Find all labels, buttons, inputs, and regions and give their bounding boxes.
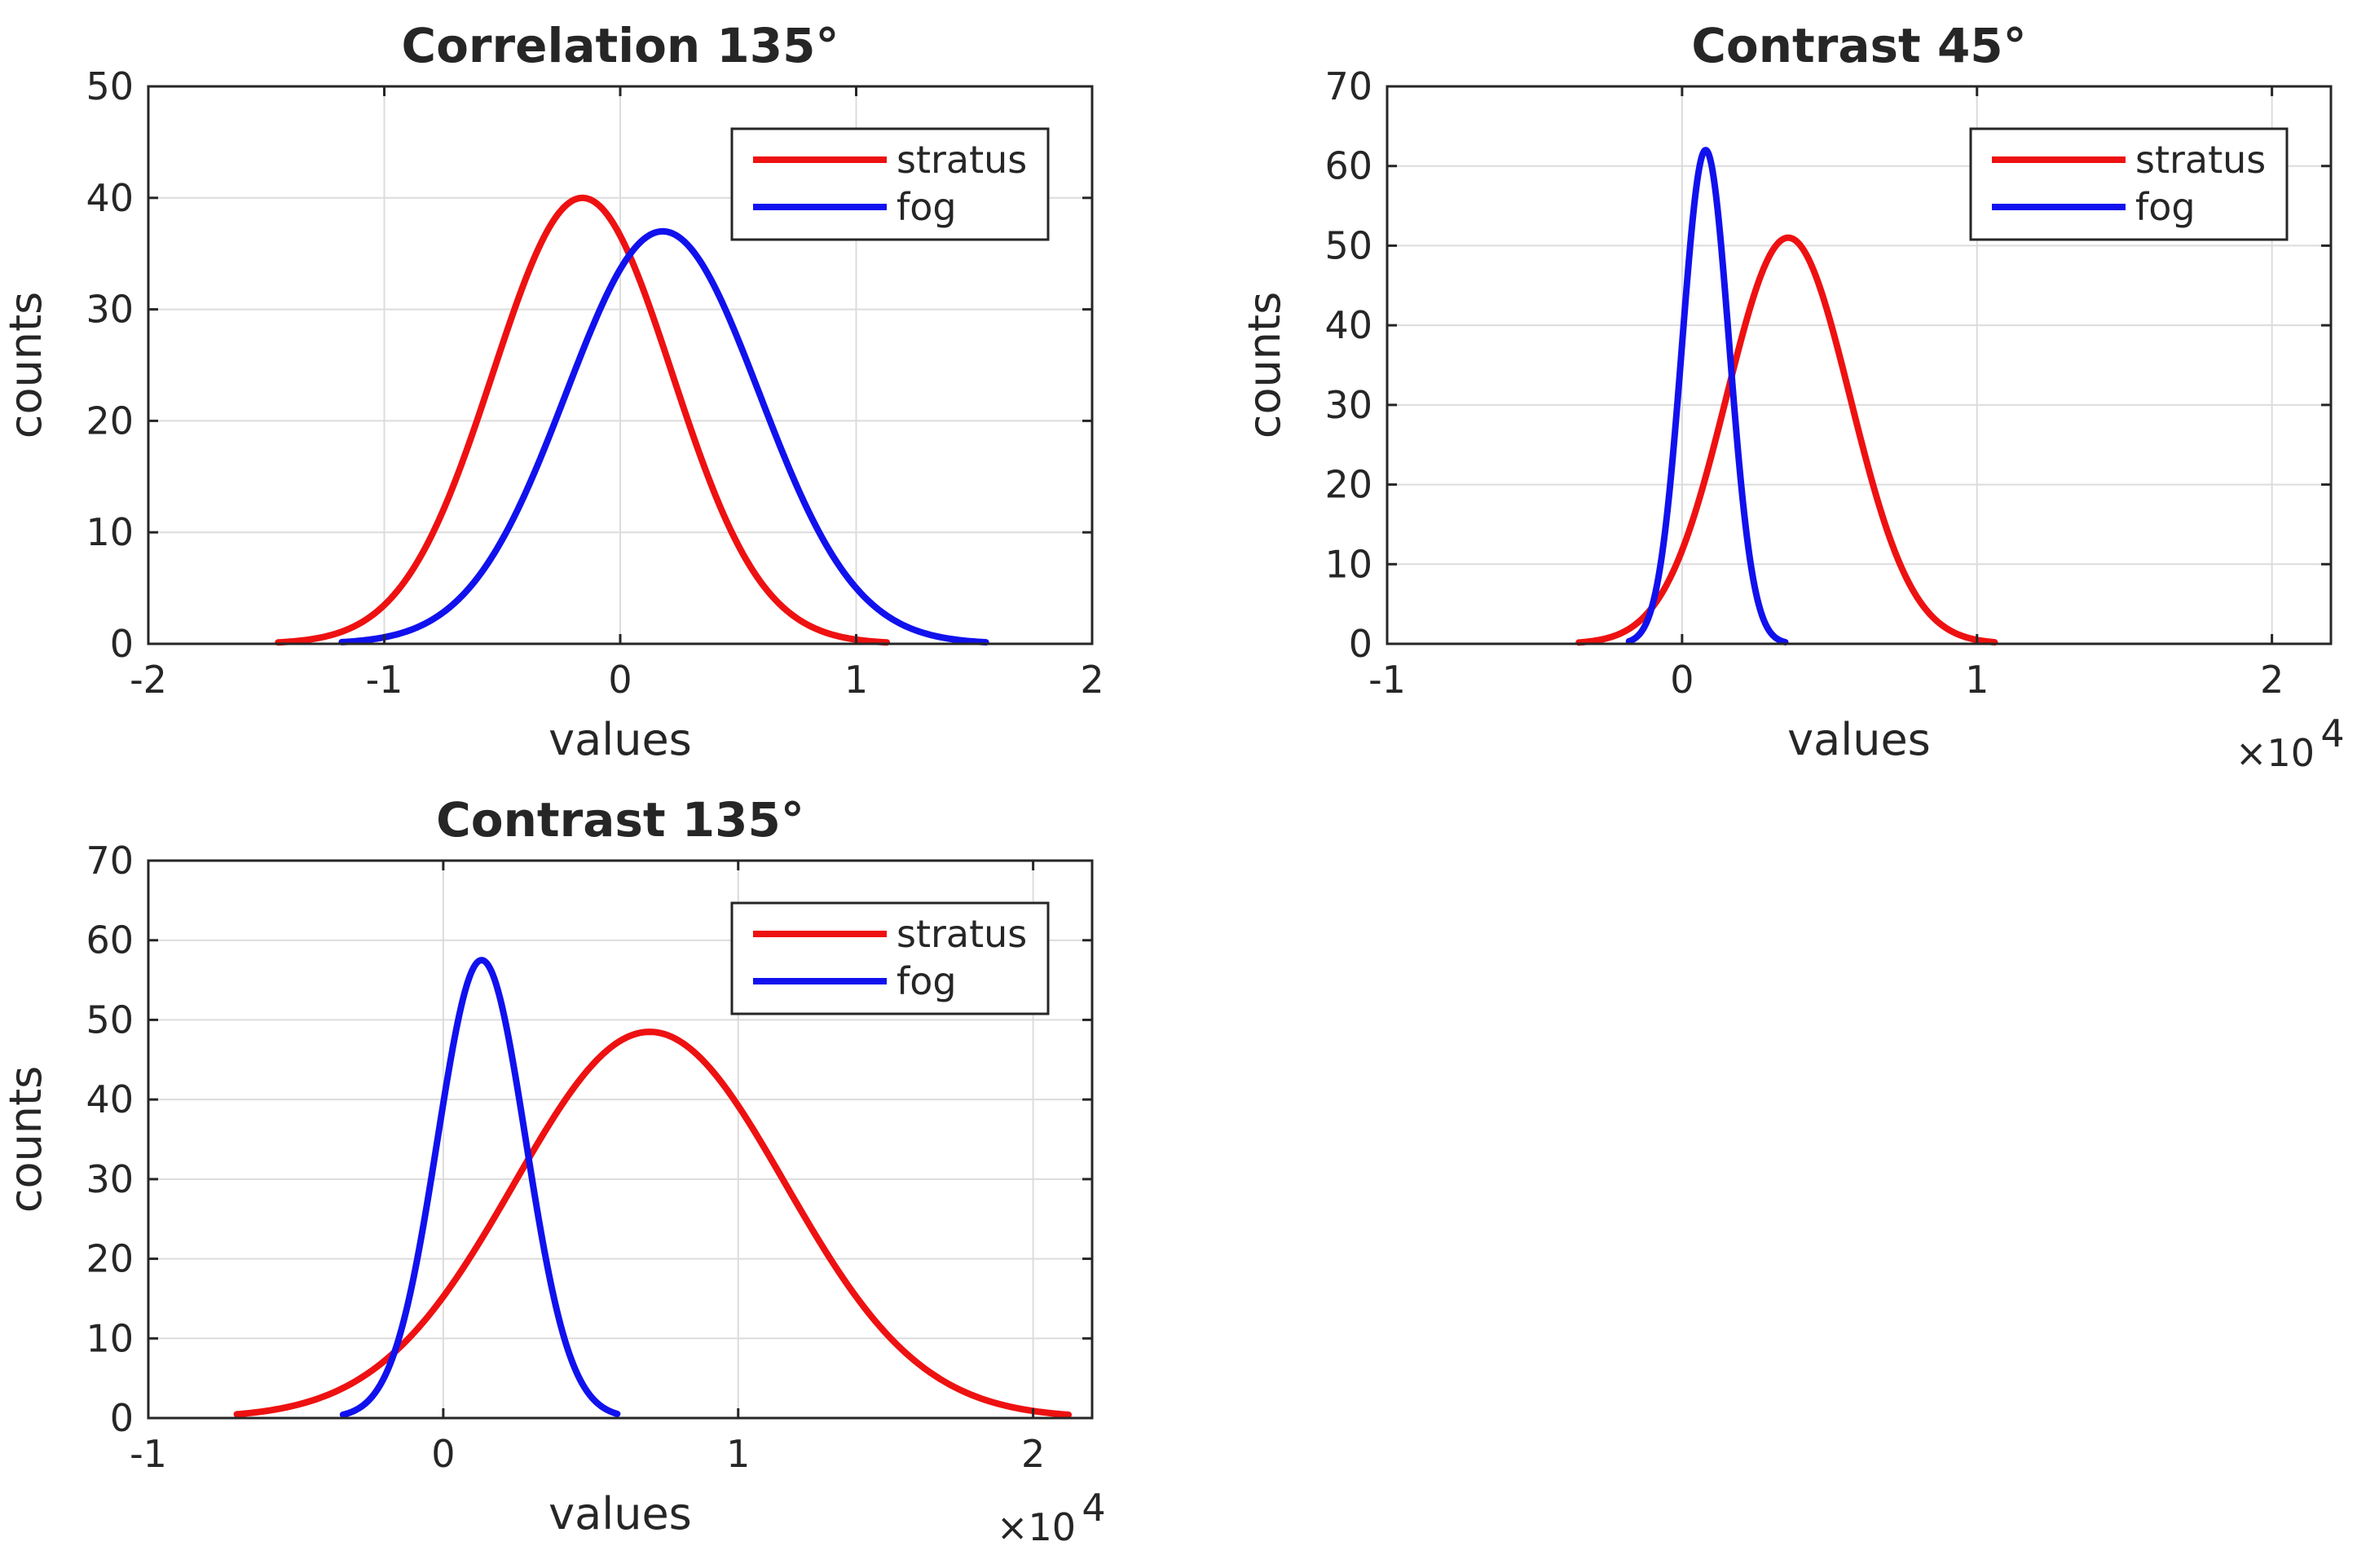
axes-frame (1386, 85, 2333, 645)
y-tick-label: 50 (86, 998, 134, 1042)
chart-title: Correlation 135° (402, 18, 839, 73)
y-tick-label: 30 (1324, 383, 1372, 427)
x-tick-label: 0 (1670, 658, 1694, 702)
legend-label-stratus: stratus (2135, 138, 2266, 182)
y-tick-label: 10 (1324, 542, 1372, 586)
legend-label-fog: fog (2135, 185, 2196, 229)
legend-label-stratus: stratus (897, 138, 1027, 182)
x-tick-label: 2 (1021, 1432, 1045, 1476)
x-exponent-label: ×10 (997, 1505, 1076, 1549)
series-line-stratus (275, 194, 891, 646)
x-tick-label: 1 (844, 658, 868, 702)
x-exponent-power: 4 (1082, 1486, 1105, 1530)
y-axis-label: counts (0, 292, 51, 438)
y-tick-label: 20 (86, 399, 134, 443)
y-tick-label: 50 (86, 64, 134, 108)
x-tick-label: 0 (431, 1432, 455, 1476)
series-line-fog (339, 957, 621, 1418)
x-tick-label: 1 (726, 1432, 750, 1476)
y-tick-label: 50 (1324, 223, 1372, 267)
y-tick-label: 60 (1324, 144, 1372, 188)
y-tick-label: 0 (1349, 622, 1372, 666)
y-axis-label: counts (0, 1066, 51, 1213)
axes-frame (147, 859, 1094, 1420)
y-tick-label: 0 (110, 1396, 134, 1440)
x-tick-label: 2 (2260, 658, 2284, 702)
chart-title: Contrast 135° (436, 792, 804, 848)
y-tick-label: 0 (110, 622, 134, 666)
series-line-fog (1625, 147, 1789, 645)
x-axis-label: values (548, 714, 692, 765)
x-axis-label: values (548, 1488, 692, 1539)
y-tick-label: 40 (86, 1077, 134, 1121)
x-tick-label: -1 (1368, 658, 1406, 702)
x-tick-label: -1 (130, 1432, 167, 1476)
y-tick-label: 10 (86, 1316, 134, 1360)
y-tick-label: 70 (1324, 64, 1372, 108)
legend-label-stratus: stratus (897, 912, 1027, 956)
y-tick-label: 30 (86, 288, 134, 332)
x-exponent-label: ×10 (2236, 731, 2315, 775)
y-tick-label: 60 (86, 918, 134, 962)
y-tick-label: 40 (86, 176, 134, 220)
x-tick-label: -2 (130, 658, 167, 702)
legend-label-fog: fog (897, 959, 957, 1003)
y-tick-label: 20 (86, 1237, 134, 1281)
y-tick-label: 10 (86, 510, 134, 554)
series-line-stratus (233, 1028, 1073, 1418)
x-tick-label: 0 (608, 658, 632, 702)
legend-box (730, 127, 1050, 241)
x-tick-label: 2 (1080, 658, 1104, 702)
legend-label-fog: fog (897, 185, 957, 229)
y-tick-label: 40 (1324, 303, 1372, 347)
y-tick-label: 30 (86, 1157, 134, 1201)
x-tick-label: -1 (366, 658, 403, 702)
y-tick-label: 70 (86, 839, 134, 883)
x-exponent-power: 4 (2320, 711, 2344, 755)
x-axis-label: values (1787, 714, 1931, 765)
y-tick-label: 20 (1324, 463, 1372, 507)
chart-title: Contrast 45° (1691, 18, 2026, 73)
x-tick-label: 1 (1965, 658, 1989, 702)
y-axis-label: counts (1239, 292, 1290, 438)
series-line-fog (338, 227, 989, 646)
legend-box (730, 901, 1050, 1015)
legend-box (1969, 127, 2289, 241)
